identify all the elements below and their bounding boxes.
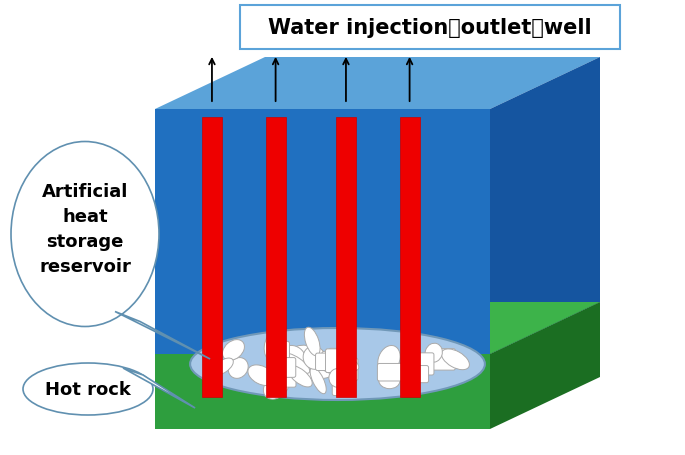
Ellipse shape (263, 374, 289, 399)
Ellipse shape (329, 356, 346, 373)
Bar (336, 118, 356, 397)
Ellipse shape (441, 349, 469, 370)
Ellipse shape (329, 349, 353, 378)
FancyBboxPatch shape (282, 358, 301, 381)
Ellipse shape (428, 349, 445, 364)
Ellipse shape (321, 354, 354, 374)
Ellipse shape (283, 354, 310, 374)
Text: Hot rock: Hot rock (45, 380, 131, 398)
Ellipse shape (23, 363, 153, 415)
FancyBboxPatch shape (377, 364, 402, 381)
FancyBboxPatch shape (432, 349, 456, 370)
Polygon shape (155, 58, 600, 110)
Ellipse shape (332, 349, 345, 377)
Ellipse shape (282, 346, 306, 368)
Bar (266, 118, 286, 397)
Ellipse shape (212, 358, 234, 375)
Ellipse shape (279, 360, 303, 382)
Text: Water injection（outlet）well: Water injection（outlet）well (269, 18, 592, 38)
Ellipse shape (288, 366, 312, 387)
FancyBboxPatch shape (322, 352, 345, 371)
Ellipse shape (395, 363, 412, 380)
FancyBboxPatch shape (316, 354, 336, 371)
FancyBboxPatch shape (240, 6, 620, 50)
Ellipse shape (425, 344, 443, 363)
Ellipse shape (271, 345, 288, 362)
Ellipse shape (228, 358, 248, 379)
Ellipse shape (11, 142, 159, 327)
Ellipse shape (223, 340, 245, 361)
Ellipse shape (304, 328, 320, 356)
Ellipse shape (305, 364, 340, 379)
Ellipse shape (379, 373, 400, 389)
Ellipse shape (329, 369, 347, 387)
FancyBboxPatch shape (266, 342, 290, 367)
Ellipse shape (336, 347, 354, 368)
Ellipse shape (377, 346, 400, 374)
Ellipse shape (248, 365, 275, 386)
Polygon shape (123, 368, 195, 408)
Polygon shape (155, 110, 490, 354)
Ellipse shape (303, 346, 325, 369)
FancyBboxPatch shape (407, 353, 434, 375)
FancyBboxPatch shape (269, 362, 296, 387)
Ellipse shape (190, 328, 485, 400)
Ellipse shape (327, 353, 359, 371)
Ellipse shape (264, 334, 279, 360)
FancyBboxPatch shape (404, 366, 429, 383)
Polygon shape (490, 58, 600, 354)
Polygon shape (490, 302, 600, 429)
FancyBboxPatch shape (325, 349, 345, 373)
FancyBboxPatch shape (332, 373, 356, 396)
Text: Artificial
heat
storage
reservoir: Artificial heat storage reservoir (39, 183, 131, 276)
Ellipse shape (324, 357, 346, 370)
Ellipse shape (310, 367, 326, 394)
Ellipse shape (286, 345, 312, 362)
Polygon shape (155, 354, 490, 429)
FancyBboxPatch shape (335, 359, 358, 381)
FancyBboxPatch shape (329, 349, 351, 371)
Ellipse shape (319, 354, 346, 375)
Polygon shape (115, 312, 210, 359)
Bar (202, 118, 222, 397)
FancyBboxPatch shape (277, 358, 296, 378)
Bar (399, 118, 420, 397)
Polygon shape (155, 302, 600, 354)
